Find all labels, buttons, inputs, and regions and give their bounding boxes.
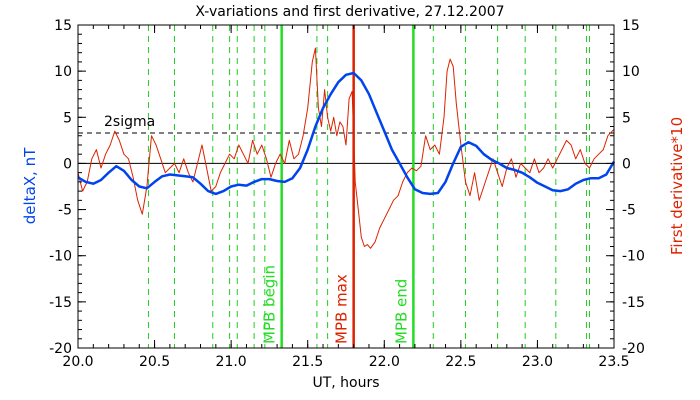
y-tick-label-left: -5 [58, 203, 72, 219]
y-axis-label-right: First derivative*10 [668, 117, 686, 255]
y-tick-label-right: -15 [622, 295, 645, 311]
y-tick-label-left: 15 [54, 18, 72, 34]
mpb-marker-label: MPB max [333, 274, 351, 344]
y-tick-label-left: 0 [63, 156, 72, 172]
y-tick-label-left: -20 [49, 341, 72, 357]
y-tick-label-left: -10 [49, 249, 72, 265]
x-tick-label: 21.5 [292, 354, 323, 370]
x-tick-label: 20.5 [139, 354, 170, 370]
x-tick-label: 23.5 [598, 354, 629, 370]
x-axis-label: UT, hours [312, 375, 379, 391]
y-axis-label-left: deltaX, nT [21, 147, 39, 224]
plot-area: MPB begin MPB max MPB end [77, 25, 616, 348]
y-tick-label-right: 15 [622, 18, 640, 34]
threshold-label: 2sigma [104, 114, 155, 130]
mpb-marker-label: MPB begin [261, 265, 279, 344]
y-tick-label-right: 0 [622, 156, 631, 172]
plot-frame [77, 24, 615, 349]
mpb-marker-label: MPB end [392, 279, 410, 344]
x-tick-label: 22.0 [369, 354, 400, 370]
series-deltax-line [77, 71, 616, 196]
y-tick-label-right: -20 [622, 341, 645, 357]
y-tick-label-left: -15 [49, 295, 72, 311]
axis-ticks: 20.0 20.5 21.0 21.5 22.0 22.5 23.0 23.5-20 -20-1… [49, 18, 645, 370]
chart-title: X-variations and first derivative, 27.12… [195, 4, 504, 20]
x-tick-label: 22.5 [445, 354, 476, 370]
x-tick-label: 20.0 [62, 354, 93, 370]
y-tick-label-right: 5 [622, 110, 631, 126]
y-tick-label-left: 5 [63, 110, 72, 126]
series-derivative-line [77, 47, 615, 249]
y-tick-label-left: 10 [54, 64, 72, 80]
x-tick-label: 21.0 [216, 354, 247, 370]
y-tick-label-right: -10 [622, 249, 645, 265]
x-tick-label: 23.0 [522, 354, 553, 370]
y-tick-label-right: 10 [622, 64, 640, 80]
y-tick-label-right: -5 [622, 203, 636, 219]
